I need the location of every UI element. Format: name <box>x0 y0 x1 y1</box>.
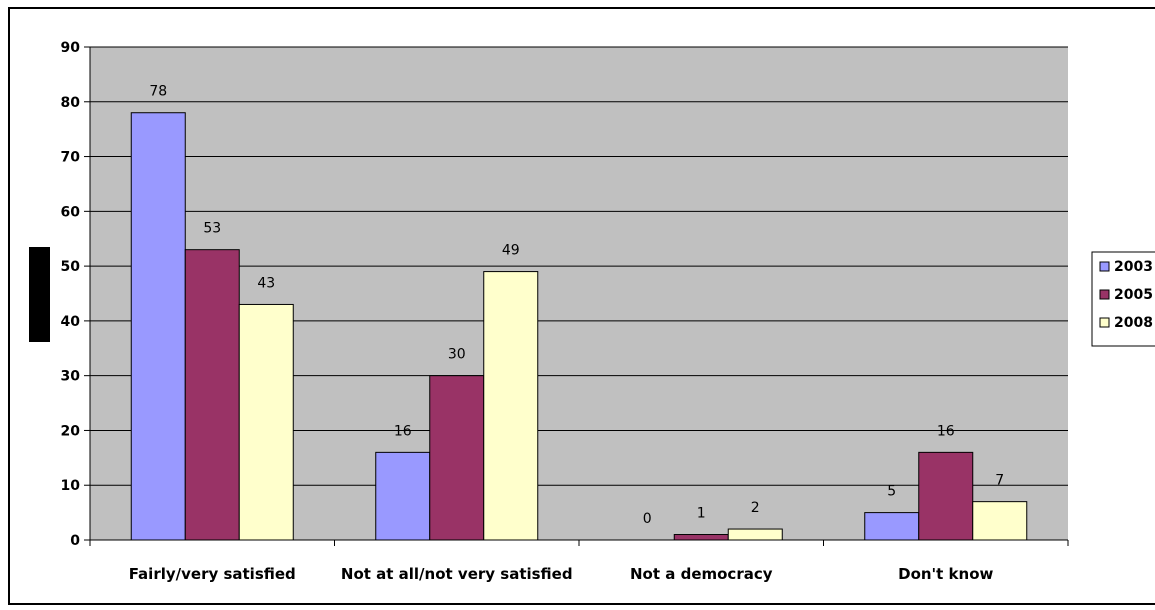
x-category-label: Not a democracy <box>630 565 773 583</box>
bar-2003 <box>375 451 431 541</box>
y-tick-label: 70 <box>61 150 81 166</box>
y-tick-label: 40 <box>61 314 81 330</box>
y-tick-label: 10 <box>61 478 81 494</box>
bar-2005 <box>429 375 485 541</box>
y-tick-label: 30 <box>61 369 81 385</box>
legend-swatch <box>1099 289 1110 300</box>
data-label: 16 <box>394 423 412 439</box>
data-label: 0 <box>643 511 652 527</box>
data-label: 2 <box>751 500 760 516</box>
y-tick-label: 50 <box>61 259 81 275</box>
legend-swatch <box>1099 317 1110 328</box>
bar-2008 <box>972 501 1028 541</box>
bar-2008 <box>727 528 783 541</box>
legend-label: 2008 <box>1114 315 1153 331</box>
y-tick-label: 60 <box>61 204 81 220</box>
data-label: 53 <box>203 221 221 237</box>
ylabel-block <box>29 247 50 342</box>
bar-2005 <box>184 249 240 541</box>
bar-2003 <box>130 112 186 541</box>
data-label: 5 <box>887 484 896 500</box>
y-tick-label: 0 <box>70 533 80 549</box>
x-category-label: Fairly/very satisfied <box>129 565 296 583</box>
data-label: 16 <box>937 423 955 439</box>
legend-swatch <box>1099 261 1110 272</box>
x-category-label: Don't know <box>898 565 993 583</box>
bar-2005 <box>918 451 974 541</box>
data-label: 1 <box>697 506 706 522</box>
data-label: 78 <box>149 84 167 100</box>
data-label: 7 <box>995 473 1004 489</box>
y-tick-label: 80 <box>61 95 81 111</box>
data-label: 30 <box>448 347 466 363</box>
legend-label: 2005 <box>1114 287 1153 303</box>
bar-2008 <box>238 303 294 541</box>
y-tick-label: 90 <box>61 40 81 56</box>
bar-2003 <box>864 512 920 541</box>
legend: 2003 2005 2008 <box>1091 251 1155 347</box>
x-category-label: Not at all/not very satisfied <box>341 565 573 583</box>
data-label: 49 <box>502 243 520 259</box>
bar-2005 <box>673 534 729 541</box>
bar-2008 <box>483 271 539 541</box>
legend-label: 2003 <box>1114 259 1153 275</box>
y-tick-label: 20 <box>61 423 81 439</box>
data-label: 43 <box>257 275 275 291</box>
